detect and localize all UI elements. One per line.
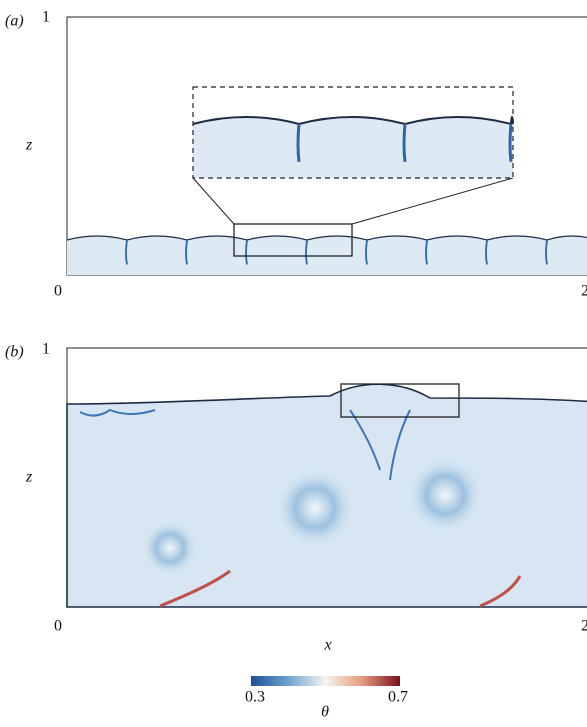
- y-tick-label: 1: [42, 341, 50, 358]
- plume: [485, 239, 488, 265]
- plume: [305, 239, 308, 265]
- x-axis-label: x: [323, 637, 331, 654]
- zoom-box: [233, 223, 353, 257]
- plume: [296, 123, 301, 162]
- colorbar-label: θ: [321, 704, 329, 721]
- zoom-line: [192, 177, 235, 225]
- y-axis-label: z: [25, 469, 33, 486]
- inset-frame: [192, 86, 514, 179]
- zoom-box: [340, 383, 460, 418]
- y-tick-label: 1: [42, 9, 50, 26]
- x-tick-label: 0: [54, 283, 62, 300]
- x-tick-label: 0: [54, 618, 62, 635]
- colorbar-tick-label: 0.3: [245, 689, 265, 706]
- inset: [192, 116, 514, 178]
- x-tick-label: 2: [581, 618, 587, 635]
- plume: [508, 123, 513, 162]
- panel-b: (b) 1 z 0 2 x: [5, 341, 587, 654]
- colorbar-ramp: [251, 676, 400, 686]
- vortex: [142, 520, 198, 576]
- vortex: [407, 457, 483, 533]
- colorbar-tick-label: 0.7: [388, 689, 408, 706]
- y-axis-label: z: [25, 137, 33, 154]
- panel-label: (b): [5, 344, 24, 361]
- plume: [545, 239, 548, 265]
- panel-a: (a) 1 z 0 2: [5, 9, 587, 300]
- plume: [79, 408, 411, 481]
- interface: [192, 116, 514, 126]
- plume: [185, 239, 188, 265]
- plume: [159, 569, 522, 608]
- panel-label: (a): [5, 13, 24, 30]
- colorbar: θ 0.3 0.7: [245, 676, 408, 721]
- plume: [245, 239, 248, 265]
- plume: [402, 123, 407, 162]
- plume: [125, 239, 128, 265]
- plume: [365, 239, 368, 265]
- zoom-line: [351, 177, 514, 225]
- field-region: [193, 117, 513, 178]
- x-tick-label: 2: [581, 283, 587, 300]
- plume: [425, 239, 428, 265]
- interface: [66, 235, 587, 241]
- vortex: [275, 468, 355, 548]
